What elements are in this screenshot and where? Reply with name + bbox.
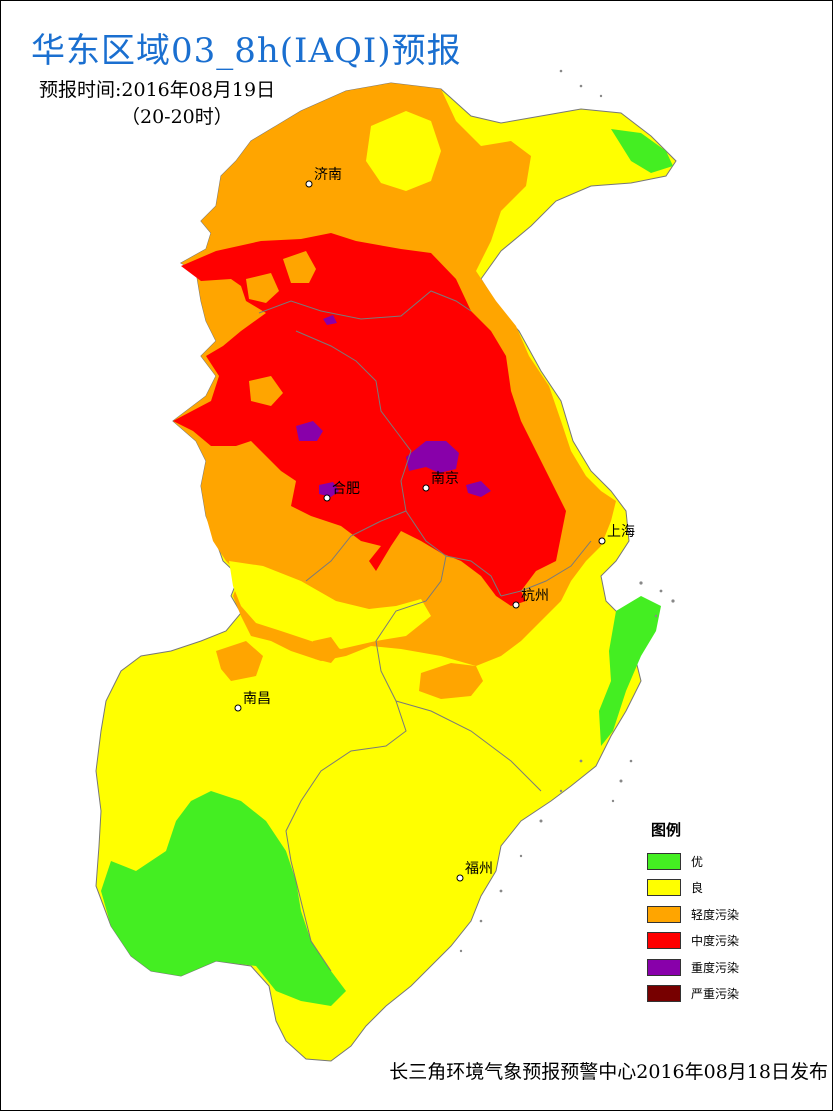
legend-label: 重度污染 bbox=[691, 960, 740, 975]
region-light-west-hole bbox=[283, 251, 316, 283]
map-title: 华东区域03_8h(IAQI)预报 bbox=[31, 31, 462, 71]
city-fuzhou[interactable]: 福州 bbox=[456, 861, 493, 882]
legend: 图例 优 良 轻度污染 中度污染 重度污染 严重污染 bbox=[647, 819, 797, 1011]
city-marker-icon bbox=[305, 180, 313, 188]
legend-swatch bbox=[647, 879, 681, 896]
legend-item-heavy: 重度污染 bbox=[647, 958, 797, 976]
region-heavy-hefei bbox=[319, 482, 339, 497]
city-label: 南京 bbox=[431, 471, 459, 487]
city-marker-icon bbox=[512, 601, 520, 609]
region-light-anhui-south bbox=[313, 637, 341, 663]
legend-swatch bbox=[647, 852, 681, 870]
city-nanchang[interactable]: 南昌 bbox=[234, 691, 271, 712]
city-marker-icon bbox=[456, 874, 464, 882]
legend-swatch bbox=[647, 932, 681, 949]
city-label: 上海 bbox=[607, 524, 635, 540]
city-marker-icon bbox=[598, 537, 606, 545]
region-excellent-peninsula bbox=[611, 129, 673, 173]
city-nanjing[interactable]: 南京 bbox=[422, 471, 459, 492]
legend-item-moderate: 中度污染 bbox=[647, 932, 797, 950]
region-heavy-west bbox=[296, 421, 323, 441]
region-light-zhejiang bbox=[419, 663, 483, 699]
region-excellent-coast bbox=[599, 596, 661, 746]
city-hangzhou[interactable]: 杭州 bbox=[512, 588, 549, 609]
city-shanghai[interactable]: 上海 bbox=[598, 524, 635, 545]
city-marker-icon bbox=[323, 494, 331, 502]
province-boundaries bbox=[258, 290, 592, 972]
legend-label: 优 bbox=[691, 854, 704, 869]
legend-item-excellent: 优 bbox=[647, 852, 797, 870]
city-label: 济南 bbox=[314, 167, 342, 183]
region-good-central bbox=[229, 561, 431, 649]
forecast-hours: （20-20时） bbox=[121, 106, 233, 128]
city-label: 福州 bbox=[465, 861, 493, 877]
region-heavy-north bbox=[323, 315, 337, 325]
region-good-shandong bbox=[366, 111, 441, 191]
region-moderate-pollution bbox=[173, 233, 566, 606]
legend-item-good: 良 bbox=[647, 879, 797, 897]
issuer-footer: 长三角环境气象预报预警中心2016年08月18日发布 bbox=[389, 1061, 828, 1083]
region-light-jiangxi bbox=[216, 641, 263, 681]
region-heavy-nanjing bbox=[406, 441, 459, 473]
city-jinan[interactable]: 济南 bbox=[305, 167, 342, 188]
region-excellent-south bbox=[101, 791, 346, 1006]
city-hefei[interactable]: 合肥 bbox=[323, 481, 360, 502]
legend-title: 图例 bbox=[651, 821, 682, 839]
legend-swatch bbox=[647, 958, 681, 976]
city-marker-icon bbox=[422, 484, 430, 492]
city-label: 南昌 bbox=[243, 691, 271, 707]
legend-label: 轻度污染 bbox=[691, 907, 740, 922]
region-heavy-east bbox=[466, 481, 491, 497]
city-label: 合肥 bbox=[332, 481, 360, 497]
forecast-time: 预报时间:2016年08月19日 bbox=[39, 79, 276, 101]
city-marker-icon bbox=[234, 704, 242, 712]
legend-swatch bbox=[647, 985, 681, 1002]
region-light-west-hole2 bbox=[246, 273, 279, 303]
city-label: 杭州 bbox=[521, 588, 549, 604]
legend-label: 严重污染 bbox=[691, 987, 740, 1001]
legend-swatch bbox=[647, 905, 681, 923]
legend-item-light: 轻度污染 bbox=[647, 905, 797, 923]
legend-label: 良 bbox=[691, 881, 704, 895]
region-light-west-hole3 bbox=[249, 376, 283, 406]
coastal-islands bbox=[459, 69, 675, 953]
legend-item-severe: 严重污染 bbox=[647, 985, 797, 1003]
legend-label: 中度污染 bbox=[691, 934, 740, 948]
